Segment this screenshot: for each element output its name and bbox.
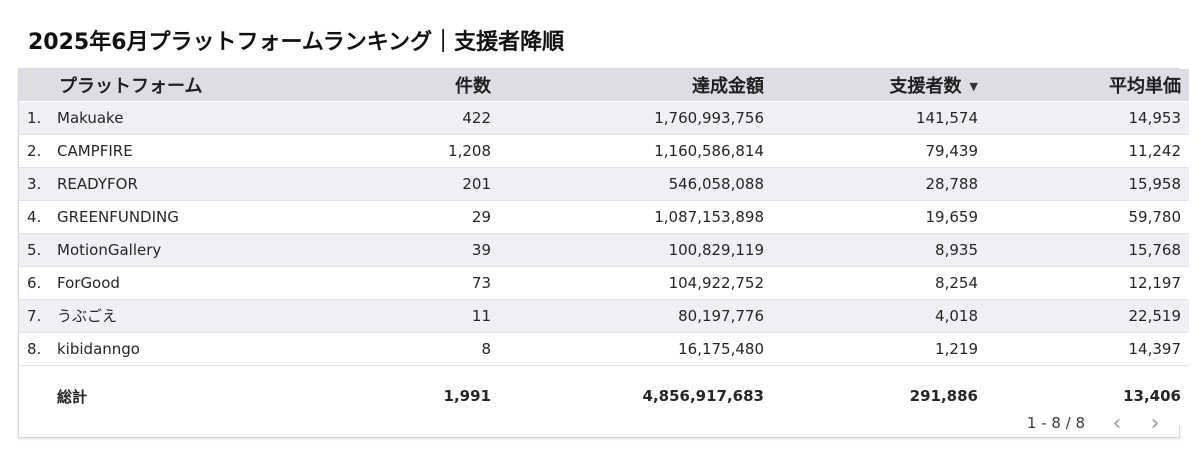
row-amount: 104,922,752 — [668, 273, 764, 292]
row-rank: 7. — [27, 306, 42, 325]
row-platform: ForGood — [57, 273, 120, 292]
row-count: 39 — [471, 240, 491, 259]
row-amount: 100,829,119 — [668, 240, 764, 259]
header-rank — [19, 69, 57, 101]
ranking-table: プラットフォーム 件数 達成金額 支援者数 ▼ 平均単価 1. Makuake 4… — [19, 69, 1189, 425]
row-count: 73 — [471, 273, 491, 292]
row-avg: 14,397 — [1128, 339, 1182, 358]
row-avg: 14,953 — [1128, 108, 1182, 127]
ranking-table-card: プラットフォーム 件数 達成金額 支援者数 ▼ 平均単価 1. Makuake 4… — [18, 68, 1189, 438]
row-count: 1,208 — [448, 141, 491, 160]
header-backers[interactable]: 支援者数 ▼ — [764, 69, 984, 101]
row-backers: 79,439 — [925, 141, 979, 160]
row-rank: 5. — [27, 240, 42, 259]
row-count: 29 — [471, 207, 491, 226]
table-row: 6. ForGood 73 104,922,752 8,254 12,197 — [19, 266, 1189, 299]
row-amount: 1,160,586,814 — [654, 141, 764, 160]
total-amount: 4,856,917,683 — [642, 387, 764, 406]
row-rank: 8. — [27, 339, 42, 358]
row-avg: 22,519 — [1128, 306, 1182, 325]
row-count: 201 — [462, 174, 491, 193]
row-backers: 4,018 — [935, 306, 978, 325]
row-backers: 141,574 — [915, 108, 978, 127]
chevron-left-icon[interactable]: ‹ — [1112, 410, 1122, 436]
header-platform[interactable]: プラットフォーム — [59, 75, 203, 97]
row-platform: MotionGallery — [57, 240, 162, 259]
header-amount[interactable]: 達成金額 — [692, 75, 764, 97]
chevron-right-icon[interactable]: › — [1150, 410, 1160, 436]
pagination: 1 - 8 / 8 ‹ › — [1026, 410, 1165, 436]
table-row: 3. READYFOR 201 546,058,088 28,788 15,95… — [19, 167, 1189, 200]
table-row: 7. うぶごえ 11 80,197,776 4,018 22,519 — [19, 299, 1189, 332]
header-backers-label: 支援者数 — [889, 75, 962, 97]
sort-desc-icon[interactable]: ▼ — [969, 79, 978, 93]
header-avg[interactable]: 平均単価 — [1109, 75, 1181, 97]
row-backers: 28,788 — [925, 174, 979, 193]
row-amount: 1,760,993,756 — [654, 108, 764, 127]
row-backers: 19,659 — [925, 207, 979, 226]
total-rank — [19, 365, 57, 425]
row-rank: 2. — [27, 141, 42, 160]
row-rank: 4. — [27, 207, 42, 226]
table-row: 1. Makuake 422 1,760,993,756 141,574 14,… — [19, 101, 1189, 134]
row-rank: 1. — [27, 108, 42, 127]
total-label: 総計 — [57, 387, 88, 406]
table-row: 2. CAMPFIRE 1,208 1,160,586,814 79,439 1… — [19, 134, 1189, 167]
total-row: 総計 1,991 4,856,917,683 291,886 13,406 — [19, 365, 1189, 425]
row-platform: CAMPFIRE — [57, 141, 133, 160]
row-avg: 15,958 — [1128, 174, 1182, 193]
row-amount: 80,197,776 — [678, 306, 764, 325]
row-avg: 11,242 — [1128, 141, 1182, 160]
row-backers: 8,935 — [935, 240, 978, 259]
header-count[interactable]: 件数 — [455, 75, 491, 97]
row-avg: 15,768 — [1128, 240, 1182, 259]
table-header-row: プラットフォーム 件数 達成金額 支援者数 ▼ 平均単価 — [19, 69, 1189, 101]
row-amount: 16,175,480 — [678, 339, 764, 358]
row-count: 422 — [462, 108, 491, 127]
row-rank: 6. — [27, 273, 42, 292]
row-backers: 1,219 — [935, 339, 978, 358]
table-row: 4. GREENFUNDING 29 1,087,153,898 19,659 … — [19, 200, 1189, 233]
page-title: 2025年6月プラットフォームランキング｜支援者降順 — [28, 30, 565, 55]
row-count: 11 — [471, 306, 491, 325]
row-amount: 546,058,088 — [668, 174, 764, 193]
row-backers: 8,254 — [935, 273, 978, 292]
row-amount: 1,087,153,898 — [654, 207, 764, 226]
row-platform: GREENFUNDING — [57, 207, 179, 226]
row-platform: うぶごえ — [57, 307, 118, 325]
row-platform: READYFOR — [57, 174, 138, 193]
row-platform: Makuake — [57, 108, 124, 127]
row-avg: 12,197 — [1128, 273, 1182, 292]
pagination-range: 1 - 8 / 8 — [1026, 414, 1085, 432]
table-row: 8. kibidanngo 8 16,175,480 1,219 14,397 — [19, 332, 1189, 365]
row-rank: 3. — [27, 174, 42, 193]
row-count: 8 — [481, 339, 491, 358]
total-avg: 13,406 — [1123, 387, 1181, 406]
total-count: 1,991 — [443, 387, 491, 406]
table-row: 5. MotionGallery 39 100,829,119 8,935 15… — [19, 233, 1189, 266]
total-backers: 291,886 — [909, 387, 978, 406]
row-platform: kibidanngo — [57, 339, 140, 358]
row-avg: 59,780 — [1128, 207, 1182, 226]
